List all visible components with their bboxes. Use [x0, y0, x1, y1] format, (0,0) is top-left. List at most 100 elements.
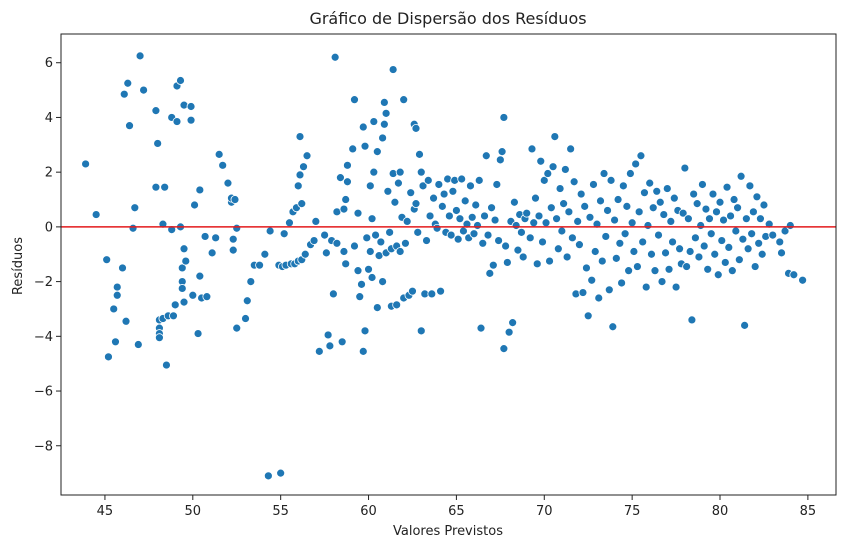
data-point — [179, 100, 189, 110]
data-point — [541, 218, 551, 228]
data-point — [365, 181, 375, 191]
data-point — [631, 159, 641, 169]
data-point — [629, 247, 639, 256]
data-point — [418, 181, 428, 191]
data-point — [357, 279, 366, 289]
data-point — [439, 189, 449, 199]
x-tick-label: 45 — [97, 504, 114, 519]
data-point — [564, 207, 574, 217]
data-point — [643, 221, 653, 230]
data-point — [789, 270, 799, 280]
data-point — [687, 315, 697, 325]
data-point — [311, 217, 321, 226]
data-point — [279, 229, 289, 239]
data-point — [652, 186, 662, 196]
data-point — [177, 284, 187, 293]
data-point — [488, 260, 498, 270]
data-point — [406, 188, 416, 198]
data-point — [339, 204, 349, 214]
data-point — [745, 181, 755, 191]
data-point — [432, 223, 442, 233]
data-point — [749, 207, 758, 217]
data-point — [640, 188, 649, 198]
data-point — [385, 227, 395, 237]
data-point — [508, 318, 518, 328]
data-point — [300, 249, 310, 259]
data-point — [532, 259, 542, 269]
data-point — [589, 180, 598, 189]
data-point — [502, 258, 512, 267]
data-point — [636, 151, 646, 161]
data-point — [125, 121, 134, 131]
data-point — [172, 117, 182, 126]
data-point — [560, 165, 570, 174]
data-point — [685, 247, 695, 256]
data-point — [429, 193, 438, 203]
data-point — [130, 203, 140, 213]
data-point — [343, 160, 352, 170]
y-axis-ticks: −8 −6 −4 −2 0 2 4 6 — [34, 56, 61, 454]
data-point — [726, 211, 735, 221]
data-point — [662, 184, 672, 193]
data-point — [133, 340, 143, 349]
data-point — [119, 89, 129, 99]
data-point — [492, 180, 502, 189]
data-point — [223, 178, 233, 188]
data-point — [195, 271, 205, 281]
data-point — [585, 212, 595, 222]
data-point — [627, 218, 637, 228]
points-layer — [81, 51, 808, 481]
data-point — [348, 144, 358, 154]
data-point — [455, 214, 465, 224]
data-point — [785, 221, 795, 230]
x-axis-ticks: 45 50 55 60 65 70 75 80 85 — [97, 495, 816, 519]
y-axis-title: Resíduos — [11, 237, 26, 295]
data-point — [601, 232, 611, 241]
data-point — [388, 169, 398, 178]
data-point — [571, 289, 581, 299]
data-point — [339, 247, 349, 256]
data-point — [401, 238, 410, 248]
data-point — [423, 175, 433, 185]
data-point — [559, 199, 569, 209]
data-point — [378, 133, 388, 143]
data-point — [610, 215, 619, 225]
data-point — [358, 122, 368, 132]
data-point — [437, 201, 447, 211]
data-point — [153, 139, 163, 148]
y-tick-label: 0 — [45, 220, 53, 235]
data-point — [453, 234, 463, 244]
data-point — [360, 326, 370, 336]
data-point — [411, 123, 421, 133]
data-point — [625, 169, 635, 178]
data-point — [645, 178, 655, 188]
data-point — [367, 273, 377, 282]
data-point — [576, 189, 586, 199]
y-tick-label: −8 — [34, 439, 53, 454]
data-point — [682, 262, 692, 271]
data-point — [596, 196, 605, 206]
x-tick-label: 50 — [185, 504, 202, 519]
data-point — [362, 233, 372, 243]
data-point — [590, 247, 600, 256]
data-point — [160, 182, 170, 192]
y-tick-label: 6 — [45, 56, 53, 71]
data-point — [241, 314, 250, 323]
data-point — [495, 155, 505, 165]
data-point — [369, 117, 379, 126]
data-point — [710, 249, 720, 259]
data-point — [228, 245, 238, 255]
data-point — [232, 323, 242, 333]
x-tick-label: 55 — [272, 504, 289, 519]
data-point — [476, 323, 486, 333]
data-point — [383, 186, 393, 196]
data-point — [706, 229, 716, 239]
data-point — [109, 304, 119, 314]
data-point — [617, 278, 626, 288]
data-point — [392, 300, 402, 310]
data-point — [759, 200, 769, 210]
y-tick-label: −2 — [34, 275, 53, 290]
data-point — [232, 223, 242, 233]
data-point — [265, 226, 275, 236]
